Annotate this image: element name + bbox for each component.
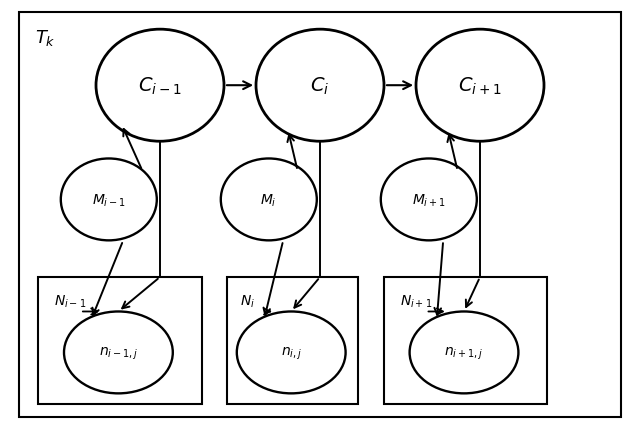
Bar	[384, 277, 547, 404]
Ellipse shape	[221, 159, 317, 241]
Ellipse shape	[416, 30, 544, 142]
Ellipse shape	[61, 159, 157, 241]
Text: $n_{i+1,j}$: $n_{i+1,j}$	[444, 344, 484, 361]
Text: $M_{i+1}$: $M_{i+1}$	[412, 192, 445, 208]
Text: $n_{i,j}$: $n_{i,j}$	[280, 344, 302, 361]
Bar	[227, 277, 358, 404]
Ellipse shape	[64, 312, 173, 393]
Text: $N_{i}$: $N_{i}$	[240, 293, 255, 309]
Text: $M_{i}$: $M_{i}$	[260, 192, 277, 208]
Ellipse shape	[96, 30, 224, 142]
Text: $N_{i-1}$: $N_{i-1}$	[54, 293, 86, 309]
Text: $N_{i+1}$: $N_{i+1}$	[400, 293, 432, 309]
Ellipse shape	[237, 312, 346, 393]
Ellipse shape	[381, 159, 477, 241]
Ellipse shape	[256, 30, 384, 142]
Text: $n_{i-1,j}$: $n_{i-1,j}$	[99, 344, 138, 361]
Text: $C_{i+1}$: $C_{i+1}$	[458, 75, 502, 97]
Ellipse shape	[410, 312, 518, 393]
Text: $T_k$: $T_k$	[35, 28, 56, 48]
Bar	[38, 277, 202, 404]
Text: $C_{i}$: $C_{i}$	[310, 75, 330, 97]
Text: $C_{i-1}$: $C_{i-1}$	[138, 75, 182, 97]
Text: $M_{i-1}$: $M_{i-1}$	[92, 192, 125, 208]
